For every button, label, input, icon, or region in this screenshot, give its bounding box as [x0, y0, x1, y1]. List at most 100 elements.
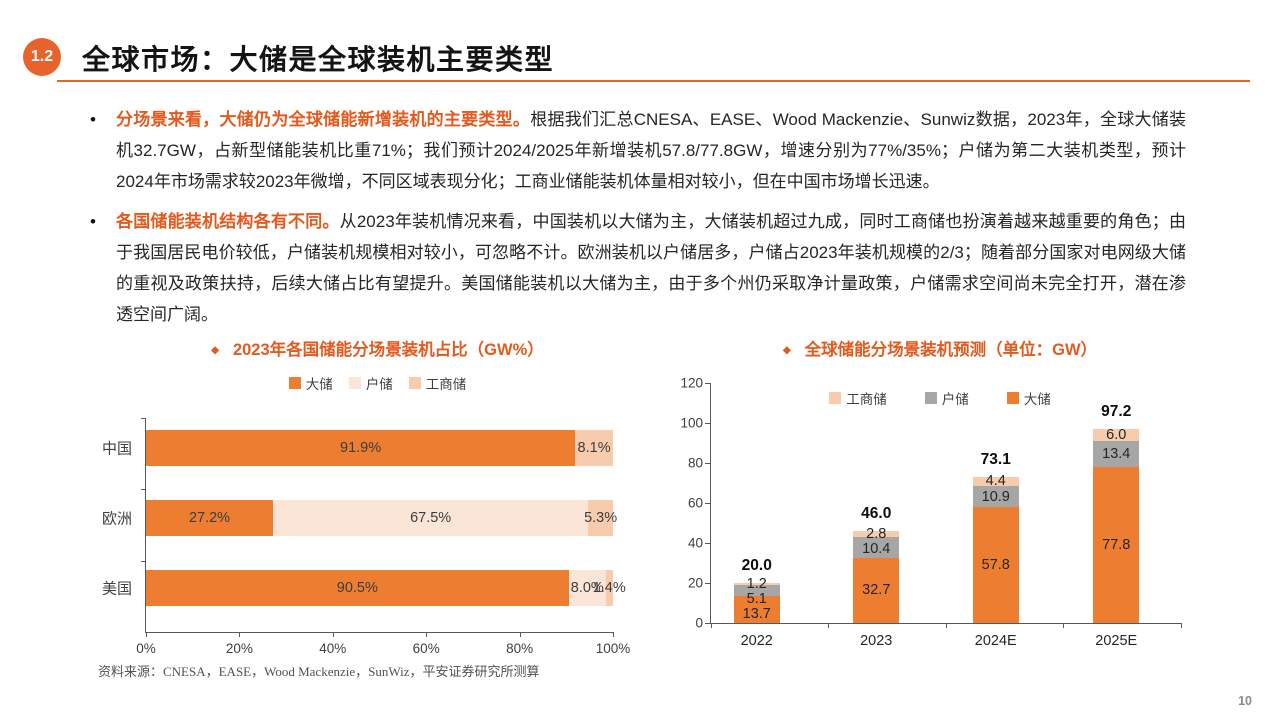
legend-swatch — [348, 377, 361, 389]
left-chart-legend: 大储 户储 工商储 — [95, 373, 660, 393]
legend-item: 大储 — [1006, 388, 1051, 408]
bullet-list: • 分场景来看，大储仍为全球储能新增装机的主要类型。根据我们汇总CNESA、EA… — [88, 104, 1186, 339]
axis-tick — [710, 623, 712, 628]
left-chart-title: ◆ 2023年各国储能分场景装机占比（GW%） — [95, 336, 660, 360]
category-label: 2025E — [1095, 633, 1138, 649]
left-chart-title-text: 2023年各国储能分场景装机占比（GW%） — [232, 341, 544, 359]
bullet-paragraph-1: • 分场景来看，大储仍为全球储能新增装机的主要类型。根据我们汇总CNESA、EA… — [88, 104, 1186, 197]
legend-item: 工商储 — [829, 388, 887, 408]
bar-segment-value: 10.4 — [862, 541, 891, 557]
bullet-paragraph-2: • 各国储能装机结构各有不同。从2023年装机情况来看，中国装机以大储为主，大储… — [88, 206, 1186, 330]
axis-tick-label: 40% — [319, 641, 347, 656]
bullet-lead-text: 分场景来看，大储仍为全球储能新增装机的主要类型。 — [116, 110, 531, 129]
axis-tick — [239, 632, 241, 637]
right-chart: ◆ 全球储能分场景装机预测（单位：GW） 工商储 户储 大储 0 20 40 60 80 100… — [680, 336, 1190, 684]
axis-tick — [705, 462, 711, 464]
axis-tick — [828, 623, 829, 628]
chart-bar: 1.2 5.1 13.7 20.0 — [733, 383, 780, 623]
bullet-body-text: 根据我们汇总CNESA、EASE、Wood Mackenzie、Sunwiz数据… — [116, 110, 1186, 191]
bar-segment-value: 6.0 — [1106, 426, 1127, 443]
bar-segment-value: 1.4% — [592, 579, 626, 596]
bar-segment — [1093, 428, 1140, 441]
bullet-body-text: 从2023年装机情况来看，中国装机以大储为主，大储装机超过九成，同时工商储也扮演… — [116, 212, 1186, 324]
axis-tick — [705, 582, 711, 584]
chart-bar-row: 中国 91.9% 8.1% — [102, 430, 613, 466]
bar-segment: 27.2% — [146, 500, 274, 536]
legend-item: 工商储 — [408, 373, 467, 393]
legend-label: 大储 — [1023, 392, 1051, 407]
bar-segment: 8.0% — [568, 570, 606, 606]
legend-label: 工商储 — [425, 377, 467, 392]
bar-segment — [1093, 467, 1140, 623]
axis-tick — [705, 382, 711, 384]
legend-label: 户储 — [365, 377, 393, 392]
bar-segment — [853, 531, 900, 537]
axis-tick — [613, 632, 614, 637]
axis-tick-label: 100 — [680, 415, 703, 431]
bar-segment-value: 1.2 — [746, 576, 767, 593]
bar-segment: 90.5% — [146, 570, 569, 606]
left-chart: ◆ 2023年各国储能分场景装机占比（GW%） 大储 户储 工商储 中国 91.9% 8.… — [95, 336, 660, 668]
axis-tick-label: 20% — [225, 641, 253, 656]
bar-segment-value: 13.7 — [742, 606, 771, 623]
bar-segment: 67.5% — [273, 500, 589, 536]
bar-total-value: 20.0 — [741, 557, 772, 574]
bar-segment: 1.4% — [593, 570, 626, 606]
axis-tick — [705, 542, 711, 544]
bar-segment-value: 5.1 — [746, 591, 767, 608]
legend-item: 户储 — [924, 388, 969, 408]
axis-tick-label: 120 — [680, 375, 703, 391]
bar-segment — [733, 595, 780, 623]
diamond-bullet-icon: ◆ — [211, 345, 219, 356]
bar-segment-value: 8.0% — [570, 579, 604, 596]
bar-segment-value: 4.4 — [985, 473, 1006, 490]
page-title: 全球市场：大储是全球装机主要类型 — [82, 45, 555, 76]
bar-segment: 8.1% — [575, 430, 613, 466]
axis-tick-label: 60% — [412, 641, 440, 656]
axis-tick-label: 40 — [687, 535, 703, 551]
axis-tick-label: 20 — [687, 575, 703, 591]
bar-segment-value: 77.8 — [1102, 537, 1131, 554]
chart-bar: 4.4 10.9 57.8 73.1 — [972, 383, 1019, 623]
axis-tick — [519, 632, 521, 637]
title-underline — [57, 80, 1250, 82]
category-label: 2023 — [860, 633, 893, 649]
category-label: 2022 — [740, 633, 773, 649]
legend-swatch — [829, 392, 842, 404]
page-number: 10 — [1238, 694, 1252, 708]
legend-item: 户储 — [348, 373, 393, 393]
axis-tick-label: 0% — [136, 641, 156, 656]
chart-bar: 6.0 13.4 77.8 97.2 — [1093, 383, 1140, 623]
bar-segment — [733, 585, 780, 596]
section-number-badge: 1.2 — [23, 38, 61, 76]
category-label: 欧洲 — [101, 510, 132, 528]
legend-label: 户储 — [941, 392, 969, 407]
category-label: 中国 — [101, 440, 132, 458]
bar-segment-value: 27.2% — [188, 509, 231, 526]
legend-label: 大储 — [305, 377, 333, 392]
bar-segment-value: 32.7 — [862, 582, 891, 599]
chart-bar: 2.8 10.4 32.7 46.0 — [853, 383, 900, 623]
bar-segment — [733, 583, 780, 586]
chart-bar-row: 欧洲 27.2% 67.5% 5.3% — [102, 500, 617, 536]
bar-segment-value: 57.8 — [981, 557, 1010, 574]
axis-tick-label: 0 — [695, 615, 703, 631]
axis-tick — [141, 418, 146, 419]
bar-segment — [972, 476, 1019, 486]
bar-segment — [972, 507, 1019, 623]
legend-swatch — [924, 392, 937, 404]
legend-item: 大储 — [288, 373, 333, 393]
bar-segment-value: 5.3% — [584, 509, 618, 526]
left-chart-plot: 中国 91.9% 8.1% 欧洲 27.2% 67.5% 5.3% 美国 90.5% 8.0% 1.… — [102, 418, 630, 656]
axis-tick — [426, 632, 428, 637]
bar-segment-value: 91.9% — [340, 439, 382, 456]
axis-tick — [705, 502, 711, 504]
chart-bar-row: 美国 90.5% 8.0% 1.4% — [102, 570, 626, 606]
axis-tick-label: 80 — [687, 455, 703, 471]
bar-segment — [853, 536, 900, 558]
bar-segment-value: 8.1% — [577, 439, 611, 456]
bullet-lead-text: 各国储能装机结构各有不同。 — [116, 212, 340, 231]
right-chart-title-text: 全球储能分场景装机预测（单位：GW） — [804, 341, 1098, 359]
bar-segment-value: 67.5% — [410, 509, 452, 526]
axis-tick-label: 100% — [595, 641, 631, 656]
